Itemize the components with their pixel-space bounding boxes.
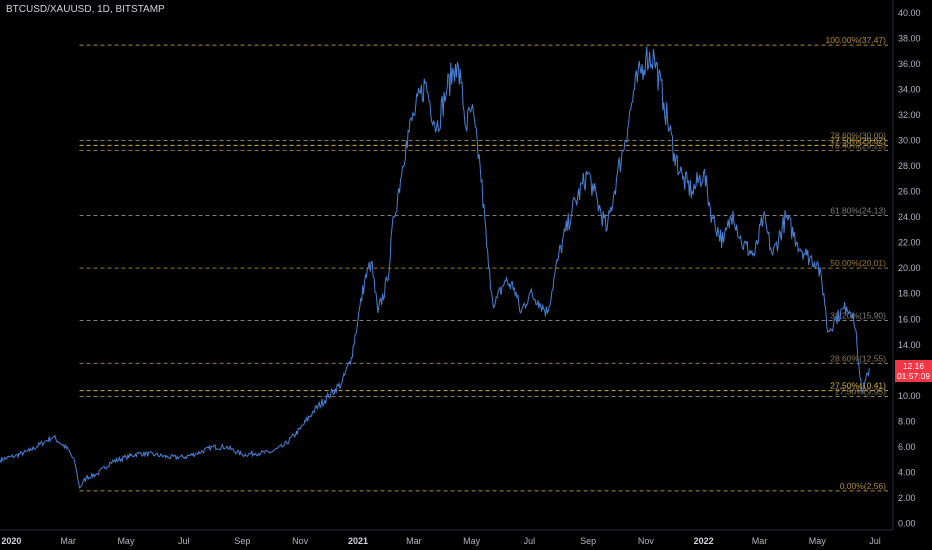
fib-level-label: 100.00%(37.47) [826, 35, 887, 45]
price-axis-tick-label: 28.00 [898, 161, 921, 171]
fib-level-label: 50.00%(20.01) [830, 258, 886, 268]
price-axis-tick-label: 16.00 [898, 314, 921, 324]
current-price-value: 12.16 [902, 361, 925, 372]
time-axis-tick-label: Nov [638, 536, 655, 546]
price-axis-tick-label: 24.00 [898, 212, 921, 222]
fib-level-label: 76.40%(29.23) [830, 140, 886, 150]
price-axis[interactable]: 0.002.004.006.008.0010.0012.0014.0016.00… [898, 8, 921, 529]
price-axis-tick-label: 22.00 [898, 238, 921, 248]
price-axis-tick-label: 30.00 [898, 135, 921, 145]
time-axis-tick-label: 2021 [348, 536, 368, 546]
time-axis[interactable]: 2020 Mar May Jul Sep Nov 2021 Mar May Jul Sep Nov 20… [1, 536, 880, 546]
time-axis-tick-label: 2022 [694, 536, 714, 546]
price-axis-tick-label: 0.00 [898, 519, 916, 529]
price-axis-tick-label: 40.00 [898, 8, 921, 18]
current-price-tag: 12.16 01:57:09 [895, 360, 932, 383]
price-axis-tick-label: 38.00 [898, 33, 921, 43]
fib-level-label: 0.00%(2.56) [840, 481, 886, 491]
fib-level-label: 61.80%(24.13) [830, 205, 886, 215]
price-axis-tick-label: 26.00 [898, 187, 921, 197]
bar-countdown: 01:57:09 [896, 371, 931, 382]
time-axis-tick-label: Sep [580, 536, 596, 546]
time-axis-tick-label: Jul [524, 536, 536, 546]
fib-level-label: 38.20%(15.90) [830, 311, 886, 321]
time-axis-tick-label: Mar [406, 536, 422, 546]
price-axis-tick-label: 36.00 [898, 59, 921, 69]
time-axis-tick-label: May [117, 536, 135, 546]
price-axis-tick-label: 4.00 [898, 468, 916, 478]
time-axis-tick-label: May [463, 536, 481, 546]
price-axis-tick-label: 32.00 [898, 110, 921, 120]
price-axis-tick-label: 8.00 [898, 416, 916, 426]
price-axis-tick-label: 10.00 [898, 391, 921, 401]
time-axis-tick-label: Mar [752, 536, 768, 546]
price-axis-tick-label: 18.00 [898, 289, 921, 299]
time-axis-tick-label: Nov [292, 536, 309, 546]
price-axis-tick-label: 2.00 [898, 493, 916, 503]
time-axis-tick-label: May [809, 536, 827, 546]
fib-level-label: 27.50%(10.41) [830, 381, 886, 391]
time-axis-tick-label: Mar [60, 536, 76, 546]
fib-level-label: 77.50%(29.62) [830, 135, 886, 145]
price-axis-tick-label: 20.00 [898, 263, 921, 273]
time-axis-tick-label: Jul [178, 536, 190, 546]
fibonacci-retracement[interactable]: 100.00%(37.47) 78.60%(30.00)77.50%(29.62)… [79, 35, 888, 492]
price-line [0, 46, 870, 489]
time-axis-tick-label: Jul [869, 536, 881, 546]
fib-level-label: 27.50%(9.95) [835, 387, 886, 397]
price-axis-tick-label: 6.00 [898, 442, 916, 452]
time-axis-tick-label: 2020 [1, 536, 21, 546]
price-axis-tick-label: 34.00 [898, 84, 921, 94]
price-axis-tick-label: 14.00 [898, 340, 921, 350]
chart-title: BTCUSD/XAUUSD, 1D, BITSTAMP [6, 4, 165, 15]
price-series-line [0, 46, 870, 489]
fib-level-label: 78.60%(30.00) [830, 130, 886, 140]
time-axis-tick-label: Sep [234, 536, 250, 546]
